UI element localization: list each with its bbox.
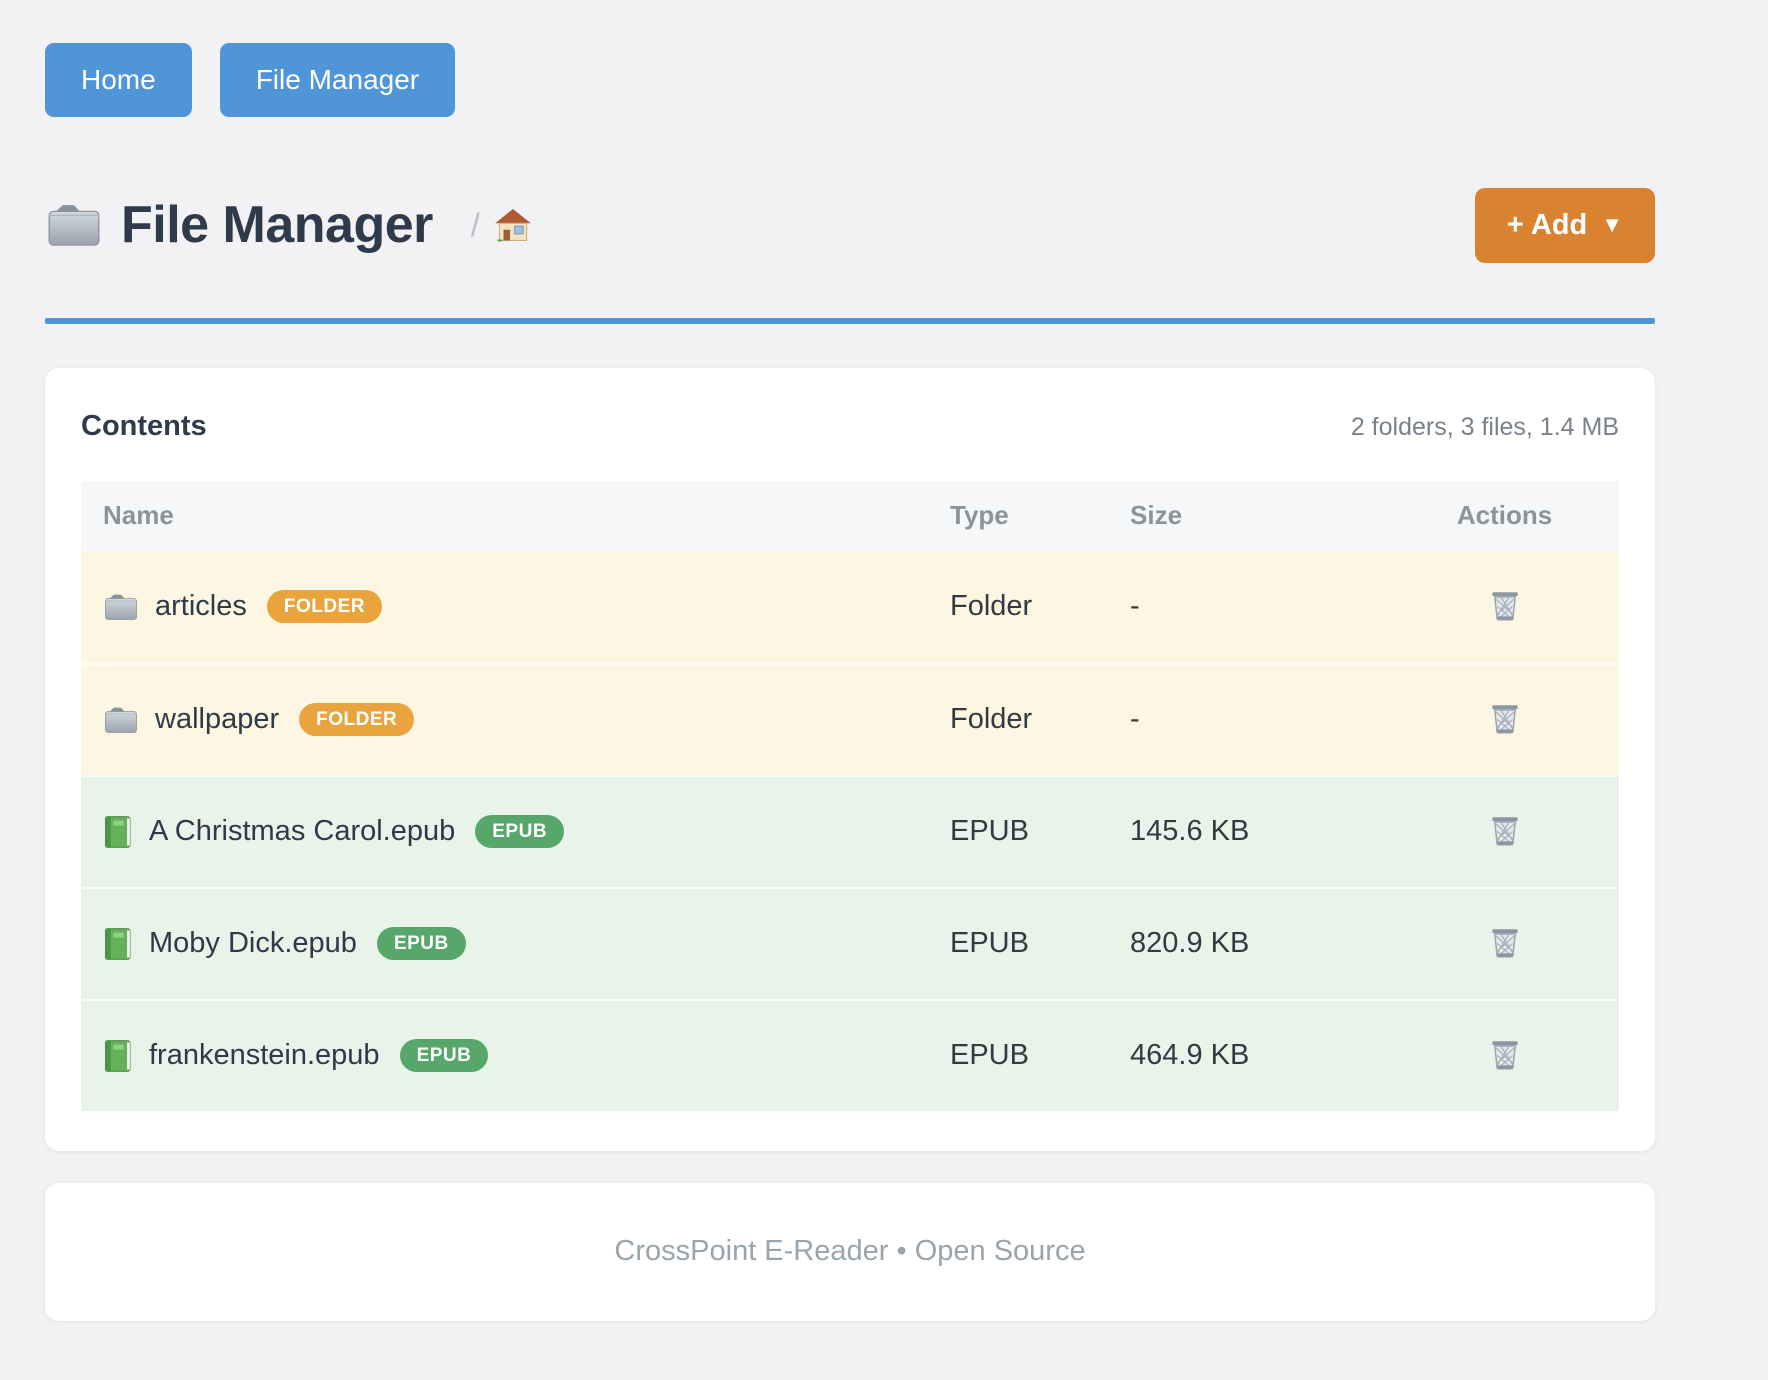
size-cell: 145.6 KB <box>1130 815 1250 848</box>
home-icon[interactable] <box>494 207 532 243</box>
page: Home File Manager File Manager / + Add ▼… <box>45 0 1655 1321</box>
type-cell: EPUB <box>950 927 1029 960</box>
nav-home-button[interactable]: Home <box>45 43 192 117</box>
table-row[interactable]: A Christmas Carol.epub EPUB EPUB 145.6 K… <box>81 774 1619 887</box>
file-name-link[interactable]: articles <box>155 590 247 623</box>
col-header-size: Size <box>1130 500 1183 531</box>
page-header: File Manager / + Add ▼ <box>45 187 1655 263</box>
trash-icon <box>1487 812 1523 848</box>
folder-icon <box>45 201 103 249</box>
add-button-label: + Add <box>1506 208 1588 241</box>
file-name-link[interactable]: A Christmas Carol.epub <box>149 815 456 848</box>
table-row[interactable]: articles FOLDER Folder - <box>81 550 1619 663</box>
delete-button[interactable] <box>1483 583 1527 627</box>
nav-file-manager-button[interactable]: File Manager <box>219 43 456 117</box>
page-title: File Manager <box>121 196 433 255</box>
add-button[interactable]: + Add ▼ <box>1474 187 1655 263</box>
size-cell: 820.9 KB <box>1130 927 1250 960</box>
file-name-link[interactable]: wallpaper <box>155 703 280 736</box>
header-divider <box>45 317 1655 324</box>
file-name-link[interactable]: frankenstein.epub <box>149 1039 380 1072</box>
col-header-name: Name <box>103 500 174 531</box>
type-cell: EPUB <box>950 815 1029 848</box>
trash-icon <box>1487 924 1523 960</box>
breadcrumb-separator: / <box>470 206 480 243</box>
caret-down-icon: ▼ <box>1601 212 1623 238</box>
title-wrap: File Manager / <box>45 195 532 255</box>
size-cell: - <box>1130 703 1140 736</box>
type-badge: EPUB <box>399 1039 489 1073</box>
book-icon <box>103 927 133 961</box>
contents-card: Contents 2 folders, 3 files, 1.4 MB Name… <box>45 367 1655 1151</box>
delete-button[interactable] <box>1483 1032 1527 1076</box>
type-cell: Folder <box>950 590 1033 623</box>
type-cell: EPUB <box>950 1039 1029 1072</box>
type-badge: FOLDER <box>299 703 415 737</box>
delete-button[interactable] <box>1483 808 1527 852</box>
delete-button[interactable] <box>1483 920 1527 964</box>
contents-heading: Contents <box>81 409 207 442</box>
table-row[interactable]: frankenstein.epub EPUB EPUB 464.9 KB <box>81 998 1619 1111</box>
col-header-actions: Actions <box>1456 500 1553 531</box>
footer-card: CrossPoint E-Reader • Open Source <box>45 1182 1655 1321</box>
trash-icon <box>1487 1036 1523 1072</box>
file-table: Name Type Size Actions articles FOLDER F… <box>81 480 1619 1111</box>
file-name-link[interactable]: Moby Dick.epub <box>149 927 357 960</box>
table-row[interactable]: Moby Dick.epub EPUB EPUB 820.9 KB <box>81 886 1619 999</box>
table-header-row: Name Type Size Actions <box>81 480 1619 551</box>
trash-icon <box>1487 700 1523 736</box>
folder-icon <box>103 705 139 735</box>
table-row[interactable]: wallpaper FOLDER Folder - <box>81 662 1619 775</box>
type-badge: EPUB <box>376 927 466 961</box>
book-icon <box>103 1039 133 1073</box>
trash-icon <box>1487 587 1523 623</box>
col-header-type: Type <box>950 500 1009 531</box>
top-nav: Home File Manager <box>45 43 1655 117</box>
contents-card-header: Contents 2 folders, 3 files, 1.4 MB <box>81 410 1619 443</box>
folder-icon <box>103 592 139 622</box>
contents-summary: 2 folders, 3 files, 1.4 MB <box>1350 412 1619 441</box>
type-cell: Folder <box>950 703 1033 736</box>
book-icon <box>103 815 133 849</box>
size-cell: 464.9 KB <box>1130 1039 1250 1072</box>
type-badge: FOLDER <box>266 590 382 624</box>
type-badge: EPUB <box>475 815 565 849</box>
delete-button[interactable] <box>1483 696 1527 740</box>
size-cell: - <box>1130 590 1140 623</box>
footer-text: CrossPoint E-Reader • Open Source <box>614 1235 1086 1268</box>
